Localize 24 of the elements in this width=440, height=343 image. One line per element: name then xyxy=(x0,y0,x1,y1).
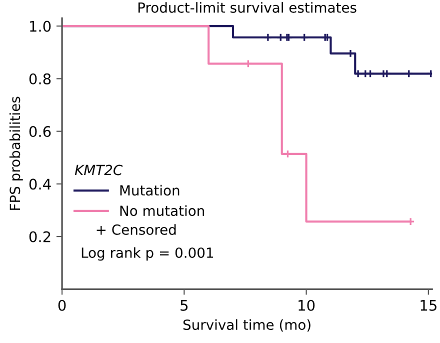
y-tick-label: 0.2 xyxy=(29,231,50,242)
point xyxy=(276,33,285,42)
y-tick-label: 0.4 xyxy=(29,178,51,190)
x-tick-label: 0 xyxy=(58,300,66,311)
x-tick-label: 10 xyxy=(298,300,315,311)
point xyxy=(404,69,414,78)
y-tick-label: 0.8 xyxy=(29,73,51,84)
y-tick-label: 1.0 xyxy=(30,20,51,32)
point xyxy=(264,33,272,42)
annotation: + Censored xyxy=(96,224,176,235)
annotation: Log rank p = 0.001 xyxy=(82,247,214,261)
chart-title: Product-limit survival estimates xyxy=(138,2,356,13)
point xyxy=(300,33,309,42)
point xyxy=(361,69,370,78)
point xyxy=(284,33,294,42)
x-axis-title: Survival time (mo) xyxy=(183,319,310,332)
x-tick-label: 5 xyxy=(180,300,188,311)
legend-label: No mutation xyxy=(120,205,204,216)
legend-title: KMT2C xyxy=(74,164,123,176)
y-axis-title: FPS probabilities xyxy=(9,96,23,210)
point xyxy=(282,33,292,42)
legend-label: Mutation xyxy=(120,184,180,196)
y-tick-label: 0.6 xyxy=(29,126,51,138)
x-tick-label: 15 xyxy=(420,300,436,311)
